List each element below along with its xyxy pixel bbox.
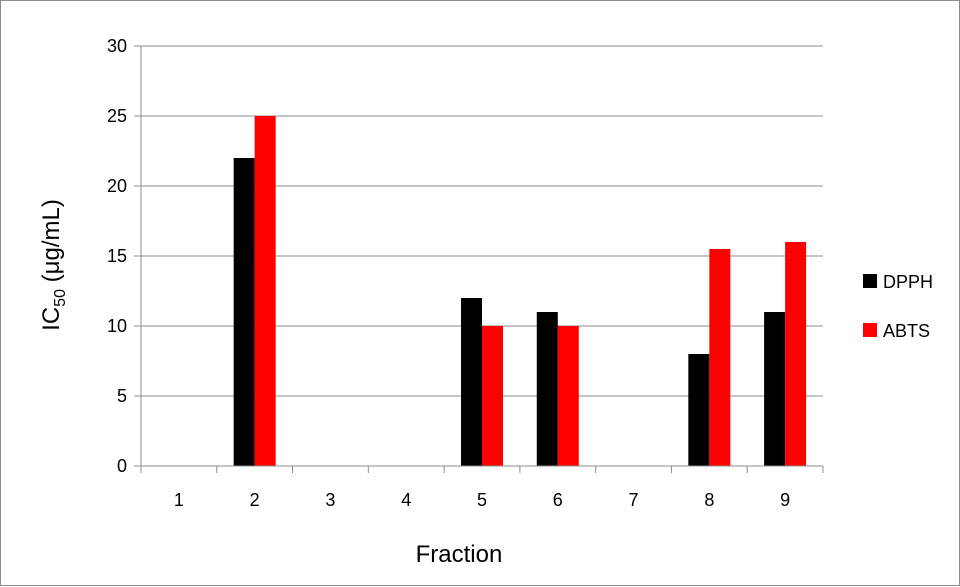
y-tick-label: 0	[117, 456, 127, 476]
bar-dpph-fraction-2	[233, 158, 255, 466]
x-tick-label: 8	[704, 490, 714, 510]
bar-abts-fraction-6	[557, 326, 579, 466]
bar-abts-fraction-9	[785, 242, 807, 466]
bar-dpph-fraction-5	[461, 298, 482, 466]
legend-label-abts: ABTS	[883, 321, 930, 341]
bar-dpph-fraction-6	[536, 312, 558, 466]
y-tick-labels: 0 5 10 15 20 25 30	[107, 36, 127, 476]
legend: DPPH ABTS	[863, 272, 933, 341]
x-axis-title: Fraction	[416, 541, 503, 568]
legend-swatch-dpph	[863, 274, 877, 288]
y-axis-title-unit: (μg/mL)	[38, 199, 65, 289]
bar-dpph-fraction-9	[764, 312, 786, 466]
bars	[233, 116, 807, 466]
x-tick-label: 3	[325, 490, 335, 510]
y-tick-label: 25	[107, 106, 127, 126]
y-axis-title: IC50 (μg/mL)	[38, 199, 69, 331]
bar-dpph-fraction-8	[688, 354, 710, 466]
y-axis-title-main: IC	[38, 307, 65, 331]
y-axis-title-subscript: 50	[52, 289, 69, 307]
x-tick-label: 1	[174, 490, 184, 510]
x-tick-label: 4	[401, 490, 411, 510]
y-tick-label: 30	[107, 36, 127, 56]
x-tick-label: 9	[780, 490, 790, 510]
axes	[134, 45, 824, 473]
bar-abts-fraction-8	[709, 249, 731, 466]
x-tick-label: 5	[477, 490, 487, 510]
legend-label-dpph: DPPH	[883, 272, 933, 292]
x-tick-label: 2	[250, 490, 260, 510]
y-tick-label: 10	[107, 316, 127, 336]
y-tick-label: 20	[107, 176, 127, 196]
x-tick-label: 7	[629, 490, 639, 510]
y-tick-label: 15	[107, 246, 127, 266]
x-tick-labels: 1 2 3 4 5 6 7 8 9	[174, 490, 790, 510]
bar-abts-fraction-5	[482, 326, 503, 466]
bar-abts-fraction-2	[254, 116, 276, 466]
y-tick-label: 5	[117, 386, 127, 406]
x-tick-label: 6	[553, 490, 563, 510]
legend-swatch-abts	[863, 323, 877, 337]
